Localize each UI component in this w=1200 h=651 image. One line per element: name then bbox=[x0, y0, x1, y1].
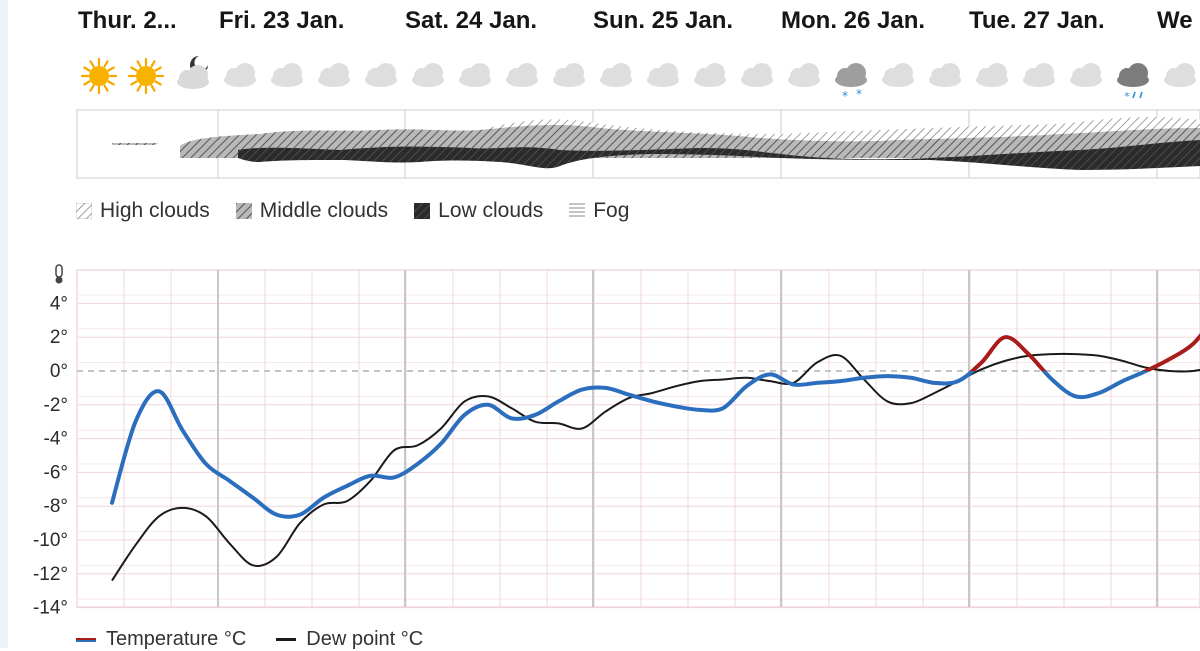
series-legend: Temperature °C Dew point °C bbox=[76, 628, 423, 651]
legend-label: Temperature °C bbox=[106, 628, 247, 650]
svg-text:*: * bbox=[1124, 90, 1130, 103]
legend-temperature: Temperature °C bbox=[76, 628, 246, 651]
svg-text:*: * bbox=[856, 87, 862, 101]
temperature-swatch bbox=[76, 637, 96, 642]
legend-high-clouds: High clouds bbox=[76, 199, 210, 223]
moon-cloud-icon bbox=[177, 56, 209, 89]
legend-dew-point: Dew point °C bbox=[276, 628, 423, 651]
day-label: We bbox=[1157, 7, 1193, 34]
day-label: Tue. 27 Jan. bbox=[969, 7, 1105, 34]
y-axis-labels: 4° 2° 0° -2° -4° -6° -8° -10° -12° -14° bbox=[33, 293, 68, 618]
cloud-icon bbox=[741, 63, 773, 87]
cloud-icon bbox=[412, 63, 444, 87]
cloud-icon bbox=[882, 63, 914, 87]
cloud-icon bbox=[600, 63, 632, 87]
cloud-icon bbox=[929, 63, 961, 87]
legend-label: Fog bbox=[593, 199, 630, 222]
low-clouds-band bbox=[238, 140, 1200, 170]
chart-grid bbox=[76, 269, 1200, 609]
cloud-snow-icon: * * bbox=[835, 63, 867, 103]
cloud-icon bbox=[694, 63, 726, 87]
cloud-icon bbox=[318, 63, 350, 87]
y-tick-label: -8° bbox=[44, 496, 69, 517]
y-tick-label: 0° bbox=[50, 361, 68, 382]
cloud-icon bbox=[788, 63, 820, 87]
cloud-icon bbox=[365, 63, 397, 87]
y-tick-label: -12° bbox=[33, 564, 68, 585]
y-tick-label: 2° bbox=[50, 327, 68, 348]
day-label: Fri. 23 Jan. bbox=[219, 7, 345, 34]
day-label: Sun. 25 Jan. bbox=[593, 7, 734, 34]
middle-clouds-swatch bbox=[235, 203, 252, 219]
cloud-icon bbox=[647, 63, 679, 87]
svg-text:*: * bbox=[842, 89, 848, 103]
legend-label: Dew point °C bbox=[306, 628, 424, 650]
low-clouds-swatch bbox=[414, 203, 431, 219]
cloud-icon bbox=[553, 63, 585, 87]
legend-fog: Fog bbox=[569, 199, 629, 223]
y-tick-label: -2° bbox=[44, 395, 69, 416]
y-tick-label: -10° bbox=[33, 530, 68, 551]
chart-series bbox=[110, 333, 1200, 582]
legend-label: Middle clouds bbox=[259, 199, 389, 222]
y-tick-label: -14° bbox=[33, 598, 68, 619]
legend-label: High clouds bbox=[100, 199, 210, 222]
day-header: Thur. 2... Fri. 23 Jan. Sat. 24 Jan. Sun… bbox=[0, 0, 1200, 50]
y-tick-label: 4° bbox=[50, 293, 68, 314]
sun-icon bbox=[127, 57, 165, 95]
legend-low-clouds: Low clouds bbox=[414, 199, 543, 223]
cloud-legend: High clouds Middle clouds Low clouds Fog bbox=[76, 199, 629, 223]
fog-swatch bbox=[569, 203, 586, 219]
cloud-icon bbox=[1070, 63, 1102, 87]
cloud-cover-panel bbox=[76, 109, 1200, 179]
cloud-icon bbox=[1164, 63, 1196, 87]
legend-middle-clouds: Middle clouds bbox=[235, 199, 389, 223]
cloud-icon bbox=[271, 63, 303, 87]
high-clouds-swatch bbox=[76, 203, 92, 219]
left-edge-strip bbox=[0, 0, 8, 648]
cloud-icon bbox=[1023, 63, 1055, 87]
sun-icon bbox=[80, 57, 118, 95]
day-label: Mon. 26 Jan. bbox=[781, 7, 926, 34]
day-label: Thur. 2... bbox=[78, 7, 177, 34]
day-label: Sat. 24 Jan. bbox=[405, 7, 538, 34]
dew-point-swatch bbox=[276, 638, 297, 641]
cloud-icon bbox=[224, 63, 256, 87]
cloud-icon bbox=[459, 63, 491, 87]
y-tick-label: -4° bbox=[44, 429, 69, 450]
cloud-icon bbox=[506, 63, 538, 87]
cloud-sleet-icon: * bbox=[1117, 63, 1149, 103]
thermometer-icon bbox=[55, 264, 63, 284]
legend-label: Low clouds bbox=[438, 199, 544, 222]
cloud-icon bbox=[976, 63, 1008, 87]
weather-icons-row: * * * bbox=[80, 56, 1196, 103]
temperature-line-cold bbox=[110, 371, 1151, 519]
y-tick-label: -6° bbox=[44, 462, 69, 483]
